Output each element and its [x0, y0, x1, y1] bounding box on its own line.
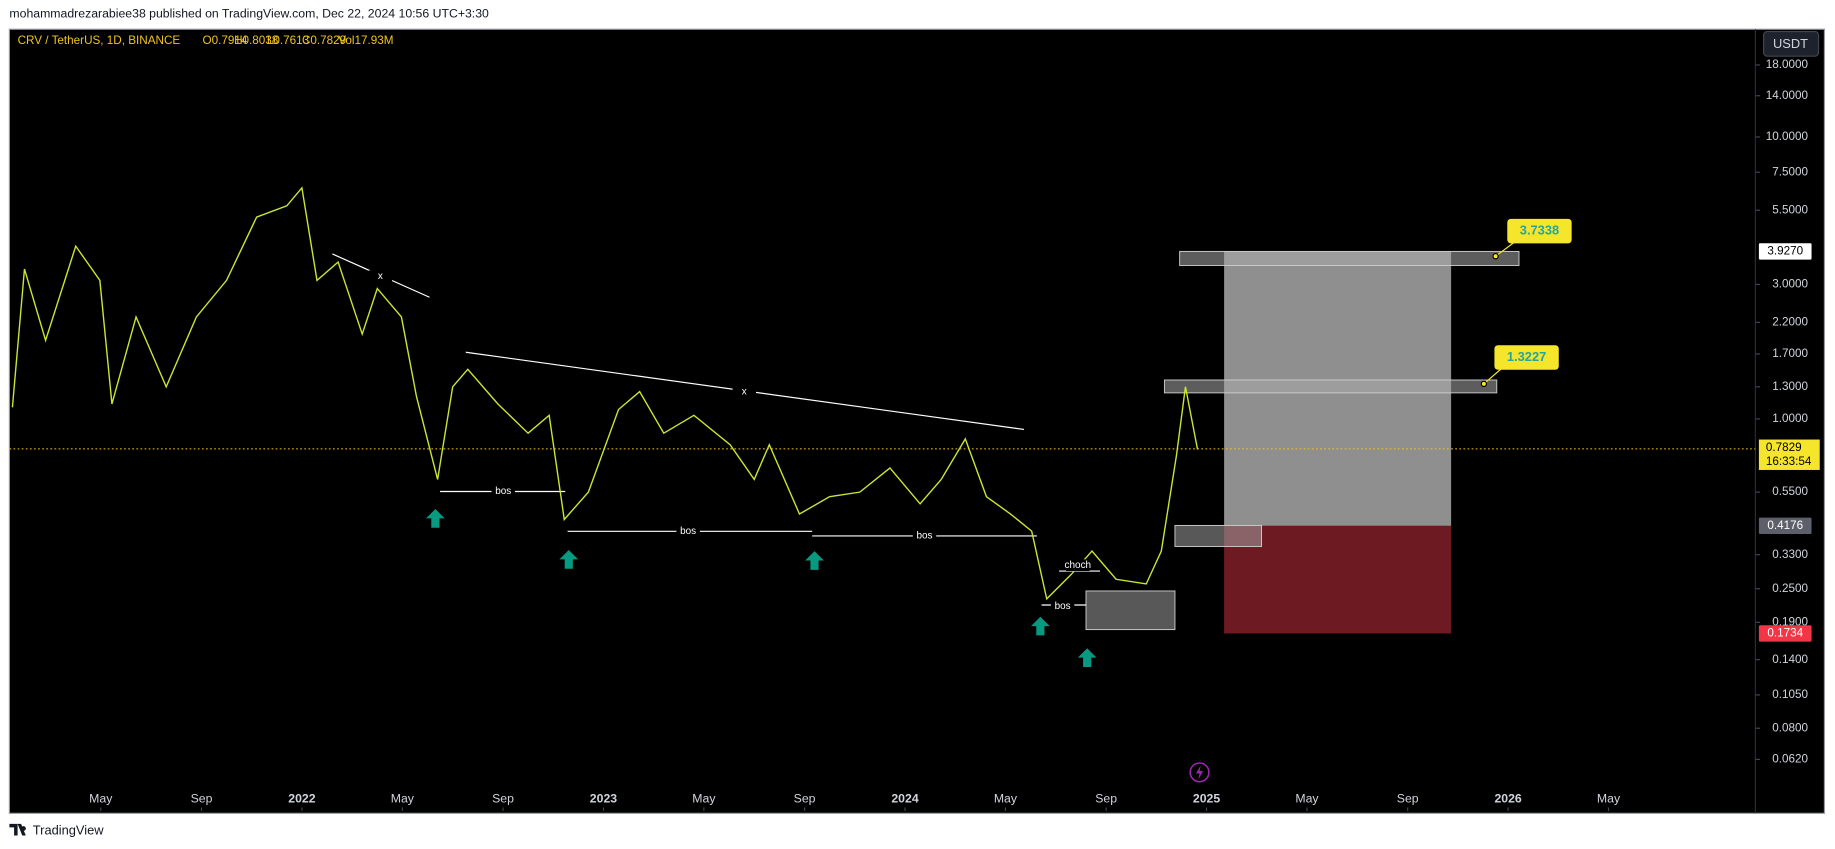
annotation-bg	[491, 485, 515, 498]
y-tick-label: 7.5000	[1772, 165, 1808, 178]
price-badge	[1758, 625, 1812, 642]
annotation-bg	[1066, 559, 1090, 572]
y-tick-label: 0.1900	[1772, 615, 1808, 628]
annotation-bg	[1050, 600, 1075, 613]
ohlc-value: C0.7829	[302, 34, 346, 47]
annotation: bos	[495, 486, 511, 497]
y-tick-label: 14.0000	[1766, 89, 1809, 102]
x-tick-label: May	[692, 792, 716, 806]
x-tick-label: May	[994, 792, 1018, 806]
callout-stem	[1483, 368, 1502, 385]
annotation: x	[742, 387, 747, 398]
x-tick-label: Sep	[1397, 792, 1419, 806]
y-tick-label: 0.1400	[1772, 653, 1808, 666]
target-box	[1163, 379, 1498, 394]
x-tick-label: Sep	[191, 792, 213, 806]
callout-label: 1.3227	[1507, 349, 1546, 364]
price-badge	[1758, 517, 1812, 535]
x-tick-label: May	[1597, 792, 1621, 806]
y-tick-label: 3.0000	[1772, 277, 1808, 290]
x-tick-label: Sep	[492, 792, 514, 806]
x-tick-label: Sep	[1095, 792, 1117, 806]
up-arrow	[1031, 616, 1050, 636]
ohlc-value: L0.7613	[267, 34, 309, 47]
ohlc-value: H0.8038	[234, 34, 278, 47]
y-tick-label: 2.2000	[1772, 315, 1808, 328]
x-tick-label: May	[1295, 792, 1319, 806]
callout-box	[1507, 218, 1572, 244]
y-tick-label: 18.0000	[1766, 58, 1809, 71]
y-tick-label: 0.1050	[1772, 688, 1808, 701]
y-tick-label: 10.0000	[1766, 130, 1809, 143]
plot: CRV / TetherUS, 1D, BINANCE O0.7914H0.803…	[9, 31, 1820, 811]
annotation-bg	[732, 386, 757, 398]
demand-box	[1085, 590, 1176, 631]
price-badge-label: 3.9270	[1767, 245, 1803, 258]
annotation: choch	[1065, 560, 1092, 571]
up-arrow	[805, 551, 824, 570]
chart-panel	[8, 28, 1826, 814]
x-tick-label: Sep	[794, 792, 816, 806]
x-tick-label: 2024	[891, 792, 918, 806]
price-badge-label: 0.4176	[1767, 519, 1803, 532]
footer-logo: TradingView	[9, 822, 104, 837]
current-price-label: 0.7829	[1766, 441, 1802, 454]
x-tick-label: May	[89, 792, 113, 806]
currency-button	[1762, 31, 1820, 57]
price-badge	[1758, 243, 1812, 260]
current-price-badge	[1758, 439, 1820, 470]
price-line	[11, 186, 1199, 601]
callout-point	[1480, 380, 1488, 387]
annotation-bg	[676, 525, 700, 538]
price-badge-label: 0.1734	[1767, 627, 1803, 640]
y-tick-label: 0.0800	[1772, 721, 1808, 734]
target-box	[1179, 250, 1520, 266]
brand: TradingView	[33, 822, 104, 837]
annotation: x	[378, 271, 383, 282]
event-icon	[1189, 762, 1210, 783]
ohlc-value: Vol17.93M	[338, 34, 393, 47]
x-tick-label: 2022	[288, 792, 315, 806]
y-tick-label: 1.7000	[1772, 347, 1808, 360]
annotation: bos	[917, 531, 933, 542]
symbol: CRV / TetherUS, 1D, BINANCE	[18, 34, 181, 47]
x-tick-label: May	[391, 792, 415, 806]
callout-point	[1492, 253, 1499, 260]
entry-box	[1174, 524, 1263, 547]
event-icon-bolt	[1196, 765, 1204, 780]
up-arrow	[559, 550, 579, 569]
y-tick-label: 0.3300	[1772, 548, 1808, 561]
x-tick-label: 2023	[590, 792, 617, 806]
annotation: bos	[680, 526, 696, 537]
x-tick-label: 2026	[1494, 792, 1521, 806]
annotation-bg	[368, 270, 393, 283]
up-arrow	[426, 509, 445, 528]
publisher-line: mohammadrezarabiee38 published on Tradin…	[9, 6, 489, 20]
annotation-bg	[912, 530, 937, 542]
y-tick-label: 1.3000	[1772, 380, 1808, 393]
y-tick-label: 0.2500	[1772, 582, 1808, 595]
annotation: bos	[1055, 601, 1071, 612]
currency-label: USDT	[1773, 36, 1808, 51]
y-tick-label: 0.5500	[1772, 485, 1808, 498]
callout-stem	[1495, 241, 1515, 257]
callout-label: 3.7338	[1520, 223, 1559, 238]
logo-icon	[9, 823, 26, 836]
y-tick-label: 1.0000	[1772, 412, 1808, 425]
ohlc-value: O0.7914	[202, 34, 247, 47]
countdown-label: 16:33:54	[1766, 455, 1812, 468]
y-tick-label: 0.0620	[1772, 753, 1808, 766]
up-arrow	[1077, 648, 1097, 668]
callout-box	[1494, 345, 1559, 370]
y-tick-label: 5.5000	[1772, 203, 1808, 216]
x-tick-label: 2025	[1193, 792, 1220, 806]
